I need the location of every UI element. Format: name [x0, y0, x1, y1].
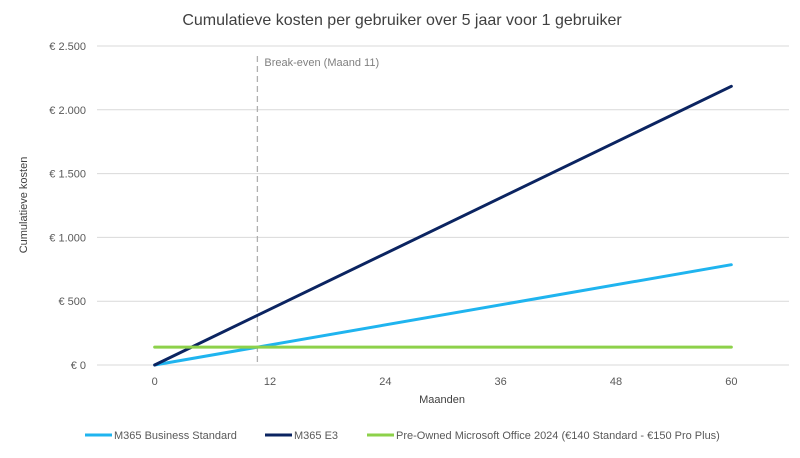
chart-title: Cumulatieve kosten per gebruiker over 5 … — [182, 12, 622, 29]
x-tick-label: 48 — [610, 376, 622, 388]
y-tick-label: € 1.000 — [49, 232, 86, 244]
legend-entry: M365 Business Standard — [114, 430, 237, 442]
y-tick-label: € 2.500 — [49, 41, 86, 53]
x-tick-label: 60 — [725, 376, 737, 388]
x-tick-label: 12 — [264, 376, 276, 388]
x-tick-label: 0 — [152, 376, 158, 388]
break-even-label: Break-even (Maand 11) — [264, 57, 379, 69]
x-axis-label: Maanden — [419, 394, 465, 406]
y-tick-label: € 0 — [71, 360, 86, 372]
y-axis-label: Cumulatieve kosten — [18, 157, 30, 254]
y-tick-label: € 500 — [58, 296, 86, 308]
y-tick-label: € 1.500 — [49, 169, 86, 181]
x-tick-label: 24 — [379, 376, 391, 388]
x-tick-label: 36 — [495, 376, 507, 388]
y-tick-label: € 2.000 — [49, 105, 86, 117]
series-line-2 — [153, 84, 733, 367]
legend: M365 Business Standard M365 E3 Pre-Owned M… — [85, 430, 720, 442]
series-line-1 — [153, 263, 733, 367]
legend-entry: M365 E3 — [294, 430, 338, 442]
legend-entry: Pre-Owned Microsoft Office 2024 (€140 St… — [396, 430, 720, 442]
